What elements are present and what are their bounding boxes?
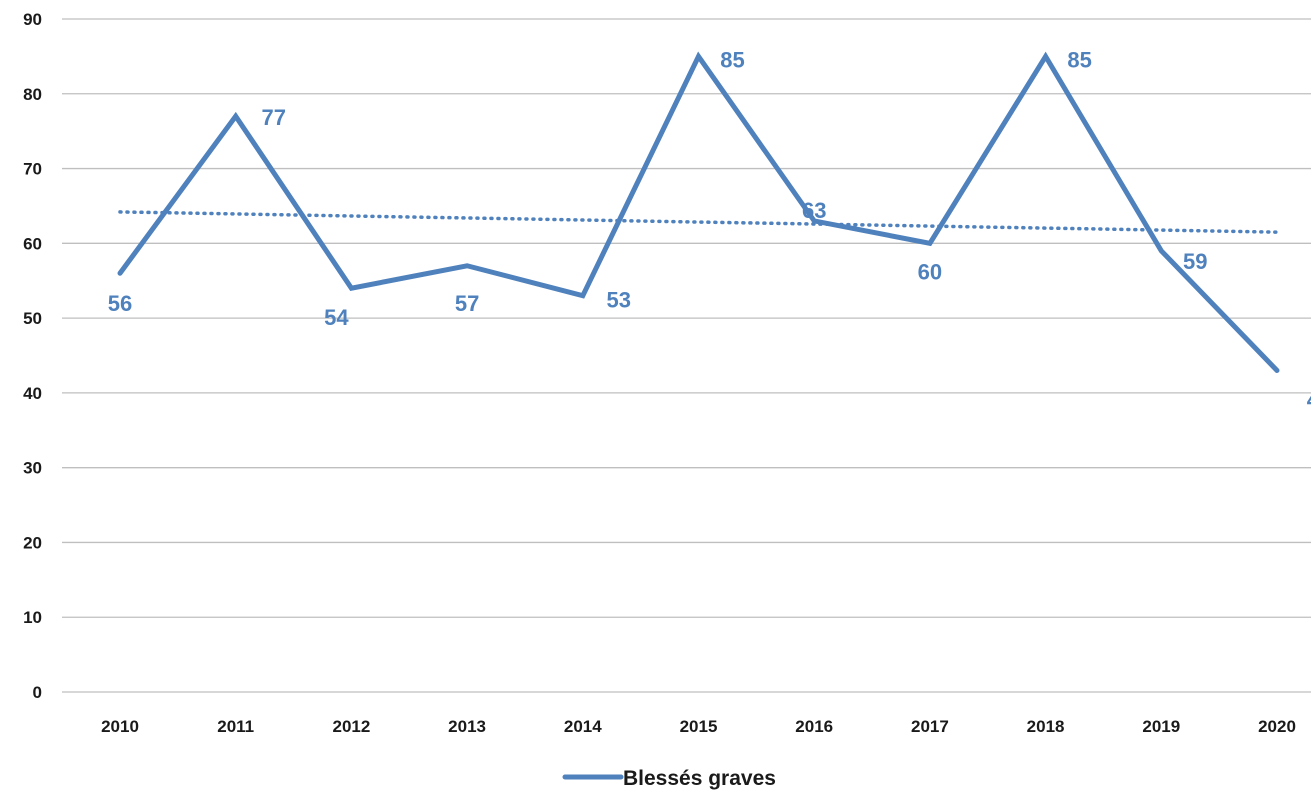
x-tick-label: 2017 xyxy=(911,717,949,736)
x-tick-label: 2013 xyxy=(448,717,486,736)
x-tick-label: 2018 xyxy=(1027,717,1065,736)
data-label: 85 xyxy=(1067,47,1091,72)
data-label: 43 xyxy=(1307,387,1311,412)
data-label: 57 xyxy=(455,291,479,316)
x-tick-label: 2016 xyxy=(795,717,833,736)
data-label: 59 xyxy=(1183,249,1207,274)
x-tick-label: 2011 xyxy=(217,717,254,736)
data-label: 60 xyxy=(918,259,942,284)
series-line xyxy=(117,51,1280,373)
data-label: 77 xyxy=(261,105,285,130)
legend: Blessés graves xyxy=(562,767,776,790)
data-label: 54 xyxy=(324,305,349,330)
y-tick-label: 30 xyxy=(23,459,42,478)
x-tick-label: 2019 xyxy=(1142,717,1180,736)
series-lines xyxy=(117,51,1280,373)
data-label: 56 xyxy=(108,291,132,316)
x-tick-label: 2010 xyxy=(101,717,139,736)
y-tick-label: 0 xyxy=(33,683,42,702)
y-tick-label: 60 xyxy=(23,234,42,253)
x-tick-label: 2014 xyxy=(564,717,602,736)
y-tick-label: 40 xyxy=(23,384,42,403)
gridlines xyxy=(62,18,1311,693)
y-tick-label: 70 xyxy=(23,160,42,179)
trendline xyxy=(118,210,1279,234)
x-tick-label: 2012 xyxy=(332,717,370,736)
trendline-line xyxy=(118,210,1279,234)
y-axis: 0 10 20 30 40 50 60 70 80 90 xyxy=(23,10,42,702)
y-tick-label: 50 xyxy=(23,309,42,328)
data-label: 85 xyxy=(720,47,744,72)
y-tick-label: 20 xyxy=(23,533,42,552)
y-tick-label: 10 xyxy=(23,608,42,627)
y-tick-label: 90 xyxy=(23,10,42,29)
data-label: 53 xyxy=(607,288,631,313)
data-label: 63 xyxy=(802,198,826,223)
legend-label: Blessés graves xyxy=(623,767,776,790)
x-tick-label: 2015 xyxy=(680,717,718,736)
x-axis: 2010 2011 2012 2013 2014 2015 2016 2017 2018 2019… xyxy=(101,717,1296,736)
data-labels: 56 77 54 57 53 85 63 60 85 59 43 xyxy=(108,47,1311,412)
y-tick-label: 80 xyxy=(23,85,42,104)
x-tick-label: 2020 xyxy=(1258,717,1296,736)
